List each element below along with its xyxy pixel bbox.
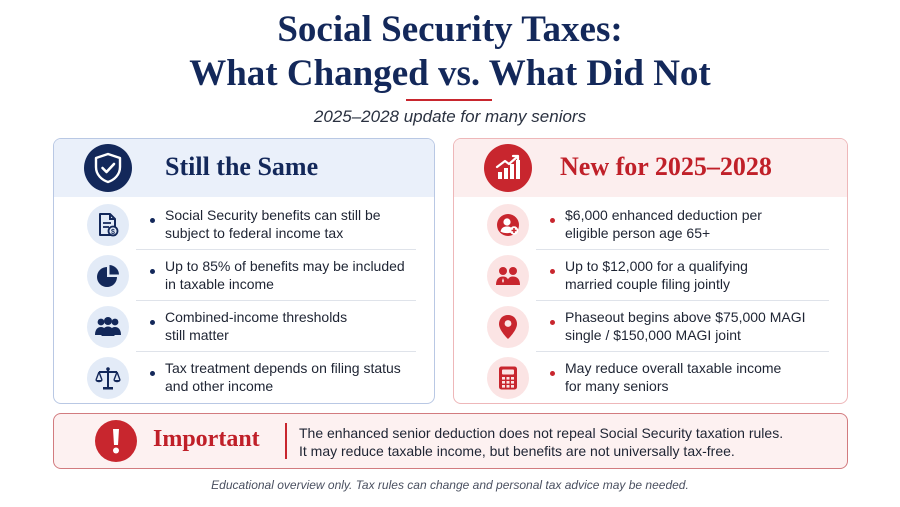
divider bbox=[536, 351, 829, 352]
title-divider bbox=[406, 99, 492, 101]
divider bbox=[136, 351, 416, 352]
shield-check-icon bbox=[84, 144, 132, 192]
title-line-2: What Changed vs. What Did Not bbox=[189, 53, 711, 94]
list-item-text: Tax treatment depends on filing status a… bbox=[165, 360, 401, 394]
title-line-1: Social Security Taxes: bbox=[277, 9, 623, 50]
subtitle: 2025–2028 update for many seniors bbox=[313, 107, 587, 126]
bullet bbox=[150, 320, 155, 325]
list-item-text: May reduce overall taxable income for ma… bbox=[565, 360, 782, 394]
people-group-icon bbox=[87, 306, 129, 348]
exclamation-icon bbox=[95, 420, 137, 462]
important-label: Important bbox=[153, 426, 260, 452]
new-for-2025-2028-panel: New for 2025–2028 $6,000 enhanced deduct… bbox=[453, 138, 848, 404]
bullet bbox=[150, 269, 155, 274]
list-item: May reduce overall taxable income for ma… bbox=[454, 352, 847, 403]
list-item: $6,000 enhanced deduction per eligible p… bbox=[454, 199, 847, 250]
bullet bbox=[150, 218, 155, 223]
new-for-2025-2028-header: New for 2025–2028 bbox=[454, 139, 847, 197]
bullet bbox=[550, 269, 555, 274]
list-item: $ Social Security benefits can still be … bbox=[54, 199, 434, 250]
pie-chart-icon bbox=[87, 255, 129, 297]
svg-text:$: $ bbox=[111, 229, 115, 236]
chart-up-icon bbox=[484, 144, 532, 192]
important-divider bbox=[285, 423, 287, 459]
person-plus-icon bbox=[487, 204, 529, 246]
footer-disclaimer: Educational overview only. Tax rules can… bbox=[211, 478, 689, 492]
bullet bbox=[550, 371, 555, 376]
bullet bbox=[550, 218, 555, 223]
list-item-text: $6,000 enhanced deduction per eligible p… bbox=[565, 207, 762, 241]
still-the-same-header: Still the Same bbox=[54, 139, 434, 197]
list-item: Tax treatment depends on filing status a… bbox=[54, 352, 434, 403]
new-for-2025-2028-title: New for 2025–2028 bbox=[560, 152, 772, 181]
list-item: Phaseout begins above $75,000 MAGI singl… bbox=[454, 301, 847, 352]
divider bbox=[536, 300, 829, 301]
list-item-text: Social Security benefits can still be su… bbox=[165, 207, 381, 241]
calculator-icon bbox=[487, 357, 529, 399]
still-the-same-title: Still the Same bbox=[165, 152, 319, 181]
list-item: Up to $12,000 for a qualifying married c… bbox=[454, 250, 847, 301]
list-item-text: Up to $12,000 for a qualifying married c… bbox=[565, 258, 748, 292]
divider bbox=[536, 249, 829, 250]
document-icon: $ bbox=[87, 204, 129, 246]
divider bbox=[136, 249, 416, 250]
list-item: Up to 85% of benefits may be included in… bbox=[54, 250, 434, 301]
list-item-text: Phaseout begins above $75,000 MAGI singl… bbox=[565, 309, 806, 343]
list-item: Combined-income thresholds still matter bbox=[54, 301, 434, 352]
still-the-same-panel: Still the Same $ Social Security benefit… bbox=[53, 138, 435, 404]
scales-icon bbox=[87, 357, 129, 399]
location-pin-icon bbox=[487, 306, 529, 348]
bullet bbox=[150, 371, 155, 376]
couple-icon bbox=[487, 255, 529, 297]
important-text: The enhanced senior deduction does not r… bbox=[299, 425, 784, 459]
list-item-text: Combined-income thresholds still matter bbox=[165, 309, 348, 343]
divider bbox=[136, 300, 416, 301]
important-callout: Important The enhanced senior deduction … bbox=[53, 413, 848, 469]
bullet bbox=[550, 320, 555, 325]
list-item-text: Up to 85% of benefits may be included in… bbox=[165, 258, 405, 292]
